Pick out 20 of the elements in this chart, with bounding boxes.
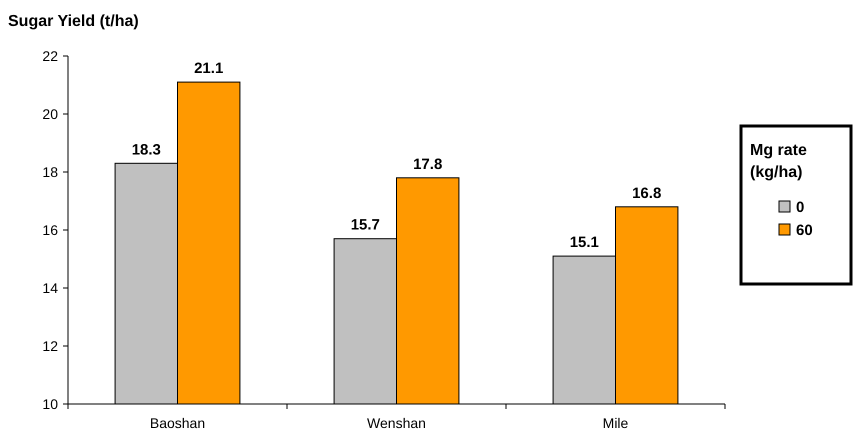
y-tick-label: 12 bbox=[42, 338, 58, 354]
data-label: 15.1 bbox=[570, 234, 599, 252]
y-tick-label: 18 bbox=[42, 164, 58, 180]
y-tick-label: 10 bbox=[42, 396, 58, 412]
y-tick-label: 16 bbox=[42, 222, 58, 238]
x-tick-label: Wenshan bbox=[367, 415, 426, 431]
x-tick-label: Baoshan bbox=[150, 415, 206, 431]
legend-title: Mg rate (kg/ha) bbox=[750, 142, 807, 181]
y-tick-label: 14 bbox=[42, 280, 58, 296]
y-axis-title: Sugar Yield (t/ha) bbox=[8, 13, 139, 30]
legend-label: 0 bbox=[796, 199, 804, 216]
data-label: 16.8 bbox=[632, 184, 662, 202]
data-label: 21.1 bbox=[194, 60, 224, 78]
data-label: 18.3 bbox=[132, 141, 161, 158]
data-label: 15.7 bbox=[350, 216, 380, 234]
data-label: 17.8 bbox=[413, 156, 442, 173]
legend-label: 60 bbox=[796, 222, 813, 239]
y-tick-label: 20 bbox=[42, 106, 58, 122]
y-tick-label: 22 bbox=[42, 48, 58, 64]
x-tick-label: Mile bbox=[602, 415, 629, 431]
